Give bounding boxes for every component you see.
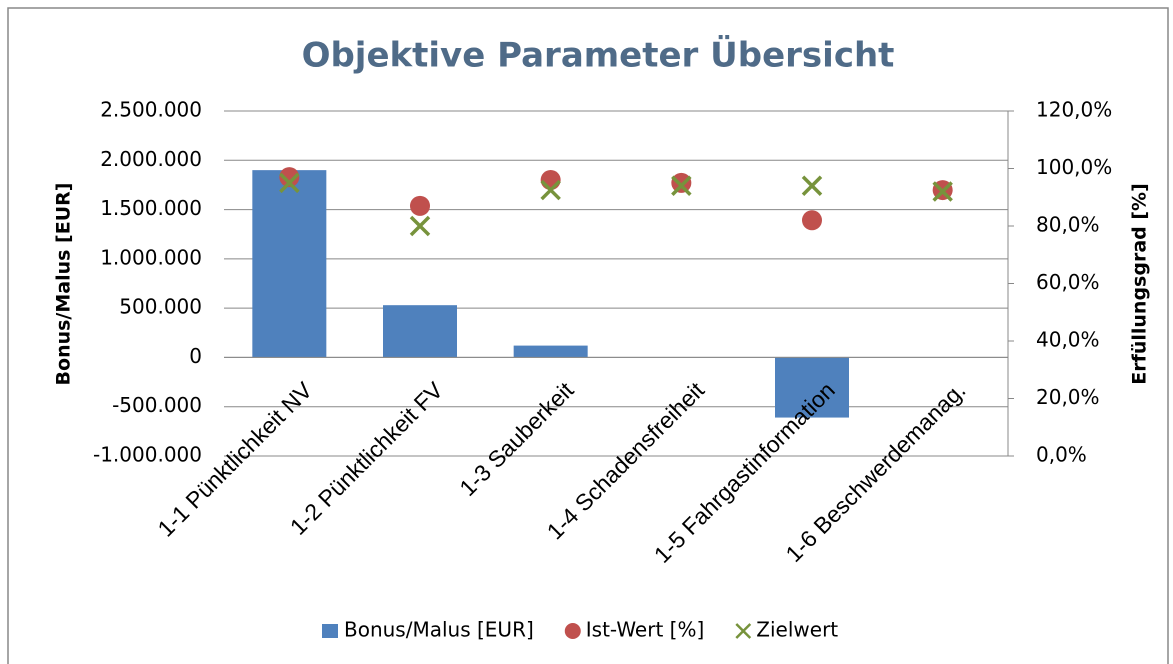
legend-label: Zielwert xyxy=(756,618,838,642)
y-tick-label: 2.000.000 xyxy=(100,147,202,171)
y-tick-label: 0 xyxy=(189,344,202,368)
y-tick-label: -500.000 xyxy=(112,393,202,417)
marker-circle xyxy=(671,172,692,193)
chart-border xyxy=(7,7,1169,664)
bar xyxy=(383,305,457,358)
bar xyxy=(775,357,849,418)
legend-swatch xyxy=(322,624,338,638)
y2-tick-label: 120,0% xyxy=(1036,98,1112,122)
y2-axis-title: Erfüllungsgrad [%] xyxy=(1129,183,1151,385)
y-axis-title: Bonus/Malus [EUR] xyxy=(53,183,75,386)
legend-swatch xyxy=(735,623,752,639)
legend-label: Ist-Wert [%] xyxy=(586,618,705,642)
marker-circle xyxy=(540,170,561,190)
marker-x xyxy=(409,215,431,237)
marker-x xyxy=(279,172,300,194)
marker-x xyxy=(671,175,692,196)
y-tick-label: 500.000 xyxy=(119,295,202,319)
chart-title: Objektive Parameter Übersicht xyxy=(302,35,895,76)
marker-x xyxy=(801,175,823,196)
marker-x xyxy=(932,181,953,202)
y-tick-label: 2.500.000 xyxy=(100,98,202,122)
legend-swatch xyxy=(564,623,581,639)
marker-circle xyxy=(802,210,822,231)
bar xyxy=(513,345,588,358)
y2-tick-label: 40,0% xyxy=(1036,328,1100,352)
y-tick-label: -1.000.000 xyxy=(93,443,202,467)
marker-x xyxy=(540,179,561,201)
y-tick-label: 1.000.000 xyxy=(100,245,202,269)
y2-tick-label: 0,0% xyxy=(1036,443,1087,467)
y2-tick-label: 60,0% xyxy=(1036,270,1100,294)
marker-circle xyxy=(279,167,300,188)
bar xyxy=(252,170,327,358)
y2-tick-label: 100,0% xyxy=(1036,155,1112,179)
legend-label: Bonus/Malus [EUR] xyxy=(344,618,534,642)
marker-circle xyxy=(410,195,430,216)
y-tick-label: 1.500.000 xyxy=(100,196,202,220)
y2-tick-label: 20,0% xyxy=(1036,385,1100,409)
y2-tick-label: 80,0% xyxy=(1036,213,1100,237)
